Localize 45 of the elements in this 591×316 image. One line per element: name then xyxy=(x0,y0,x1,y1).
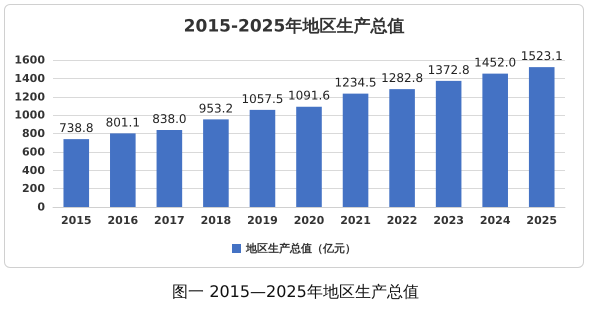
y-tick-label: 400 xyxy=(22,164,46,177)
data-label: 801.1 xyxy=(106,115,140,130)
x-tick-label: 2021 xyxy=(340,214,371,227)
x-tick-label: 2015 xyxy=(60,214,92,227)
bar xyxy=(528,67,555,207)
y-tick-label: 1200 xyxy=(14,90,46,104)
data-label: 1372.8 xyxy=(428,62,470,77)
bar xyxy=(482,74,508,207)
y-tick-label: 200 xyxy=(22,182,46,196)
y-tick-label: 0 xyxy=(37,200,46,214)
data-label: 1523.1 xyxy=(520,49,563,64)
data-label: 838.0 xyxy=(152,112,187,126)
y-tick-label: 1600 xyxy=(14,54,46,66)
y-tick-label: 1400 xyxy=(14,72,46,85)
data-label: 1091.6 xyxy=(288,88,330,103)
data-label: 1452.0 xyxy=(474,56,516,70)
bar xyxy=(110,133,136,207)
x-tick-label: 2022 xyxy=(386,214,418,227)
data-label: 1057.5 xyxy=(241,92,284,106)
x-tick-label: 2019 xyxy=(247,214,278,227)
x-tick-label: 2016 xyxy=(108,214,138,227)
data-label: 953.2 xyxy=(198,101,234,116)
legend-label: 地区生产总值（亿元） xyxy=(245,242,356,255)
bar xyxy=(250,110,276,207)
bar xyxy=(203,119,229,207)
y-tick-label: 800 xyxy=(22,127,46,140)
x-tick-label: 2018 xyxy=(200,214,232,227)
x-tick-label: 2025 xyxy=(526,214,558,227)
bar xyxy=(389,89,415,207)
bar xyxy=(63,139,90,207)
bar xyxy=(156,130,182,207)
data-label: 738.8 xyxy=(59,121,94,136)
x-tick-label: 2023 xyxy=(433,214,464,227)
y-tick-label: 1000 xyxy=(14,108,46,122)
bar xyxy=(436,80,462,207)
chart-title: 2015-2025年地区生产总值 xyxy=(184,16,404,36)
y-tick-label: 600 xyxy=(22,145,46,158)
text: 图一 2015—2025年地区生产总值 xyxy=(171,282,420,303)
bar xyxy=(296,106,322,207)
data-label: 1282.8 xyxy=(381,71,424,86)
x-tick-label: 2024 xyxy=(480,214,511,227)
bar xyxy=(342,94,368,207)
x-tick-label: 2017 xyxy=(154,214,185,227)
data-label: 1234.5 xyxy=(334,76,377,90)
x-tick-label: 2020 xyxy=(294,214,325,227)
